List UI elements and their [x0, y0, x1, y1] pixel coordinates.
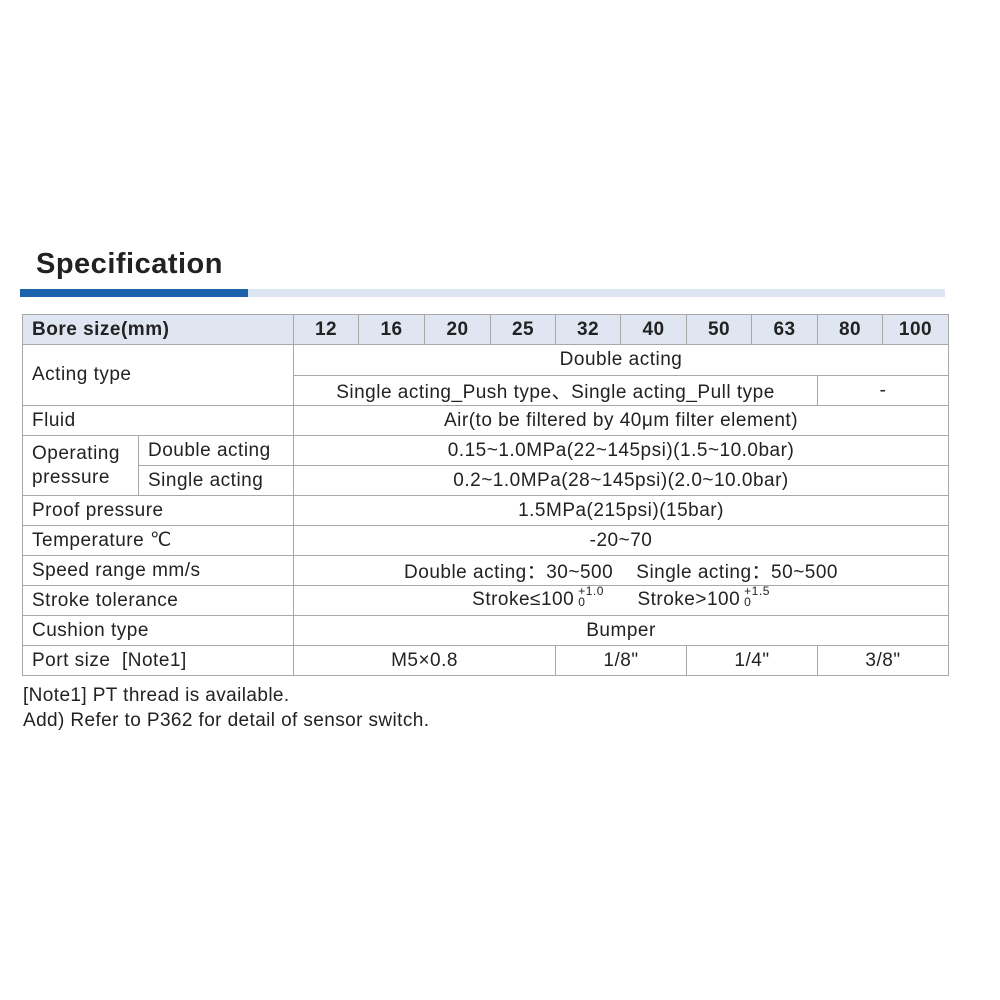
port-value: 1/8" — [555, 645, 688, 676]
notes: [Note1] PT thread is available. Add) Ref… — [23, 683, 429, 733]
port-label: Port size [Note1] — [21, 645, 295, 676]
table-row-stroke: Stroke tolerance Stroke≤100 +1.0 0 Stroke>… — [21, 585, 950, 616]
page-title: Specification — [36, 248, 223, 280]
bore-cell: 32 — [555, 314, 622, 345]
port-value: 3/8" — [817, 645, 950, 676]
op-double-label: Double acting — [137, 435, 295, 466]
specification-table: Bore size(mm) 12 16 20 25 32 40 50 63 80… — [21, 314, 950, 676]
table-row-acting-type: Acting type Double acting — [21, 344, 950, 406]
proof-value: 1.5MPa(215psi)(15bar) — [293, 495, 950, 526]
op-single-value: 0.2~1.0MPa(28~145psi)(2.0~10.0bar) — [293, 465, 950, 496]
cushion-value: Bumper — [293, 615, 950, 646]
bore-cell: 25 — [490, 314, 557, 345]
stroke-2: Stroke>100 — [637, 589, 741, 611]
note-2: Add) Refer to P362 for detail of sensor … — [23, 710, 430, 731]
temperature-label: Temperature ℃ — [21, 525, 295, 556]
bore-cell: 12 — [293, 314, 360, 345]
stroke-value: Stroke≤100 +1.0 0 Stroke>100 +1.5 0 — [293, 585, 950, 616]
speed-label: Speed range mm/s — [21, 555, 295, 586]
bore-cell: 100 — [882, 314, 950, 345]
title-underline — [248, 289, 945, 297]
operating-pressure-label: Operating pressure — [22, 435, 139, 496]
acting-single-na: - — [817, 375, 950, 406]
bore-cell: 40 — [620, 314, 688, 345]
bore-cell: 50 — [686, 314, 753, 345]
op-double-value: 0.15~1.0MPa(22~145psi)(1.5~10.0bar) — [293, 435, 950, 466]
bore-size-label: Bore size(mm) — [21, 314, 295, 345]
port-value: 1/4" — [686, 645, 819, 676]
bore-cell: 20 — [424, 314, 492, 345]
tol-lower: 0 — [744, 595, 752, 610]
port-value: M5×0.8 — [293, 645, 557, 676]
note-1: [Note1] PT thread is available. — [23, 685, 290, 706]
bore-cell: 63 — [751, 314, 819, 345]
table-row-proof: Proof pressure 1.5MPa(215psi)(15bar) — [21, 495, 950, 526]
acting-type-label: Acting type — [21, 344, 295, 406]
fluid-label: Fluid — [21, 405, 295, 436]
temperature-value: -20~70 — [293, 525, 950, 556]
tol-upper: +1.0 — [578, 585, 604, 599]
table-row-operating-single: Single acting 0.2~1.0MPa(28~145psi)(2.0~… — [23, 465, 950, 496]
bore-cell: 16 — [358, 314, 426, 345]
tol-lower: 0 — [578, 595, 586, 610]
stroke-1: Stroke≤100 — [472, 589, 575, 611]
table-row-cushion: Cushion type Bumper — [21, 615, 950, 646]
title-underline-accent — [20, 289, 248, 297]
table-row-temperature: Temperature ℃ -20~70 — [21, 525, 950, 556]
table-row-port: Port size [Note1] M5×0.8 1/8" 1/4" 3/8" — [21, 645, 950, 676]
acting-double: Double acting — [293, 344, 950, 376]
table-row-acting-single: Single acting_Push type、Single acting_Pu… — [23, 375, 950, 406]
table-row-fluid: Fluid Air(to be filtered by 40μm filter … — [21, 405, 950, 436]
bore-cell: 80 — [817, 314, 884, 345]
table-row-bore-size: Bore size(mm) 12 16 20 25 32 40 50 63 80… — [21, 314, 950, 345]
proof-label: Proof pressure — [21, 495, 295, 526]
stroke-label: Stroke tolerance — [21, 585, 295, 616]
table-row-speed: Speed range mm/s Double acting：30~500 Si… — [21, 555, 950, 586]
cushion-label: Cushion type — [21, 615, 295, 646]
tol-upper: +1.5 — [744, 585, 770, 599]
table-row-operating-double: Operating pressure Double acting 0.15~1.… — [22, 435, 950, 496]
fluid-value: Air(to be filtered by 40μm filter elemen… — [293, 405, 950, 436]
speed-value: Double acting：30~500 Single acting：50~50… — [293, 555, 950, 586]
acting-single: Single acting_Push type、Single acting_Pu… — [293, 375, 819, 406]
op-single-label: Single acting — [137, 465, 295, 496]
